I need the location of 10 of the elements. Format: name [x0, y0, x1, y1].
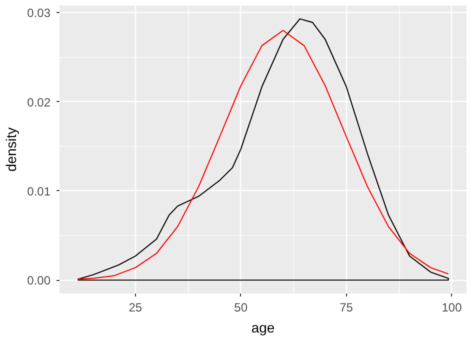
x-tick-label: 50: [234, 300, 248, 314]
y-tick-label: 0.00: [27, 274, 51, 288]
y-tick-label: 0.01: [27, 184, 51, 198]
y-axis-title: density: [3, 127, 20, 172]
x-tick-label: 25: [128, 300, 142, 314]
x-tick-label: 75: [340, 300, 354, 314]
x-tick-label: 100: [442, 300, 462, 314]
x-axis-title: age: [251, 320, 275, 336]
y-tick-label: 0.03: [27, 6, 51, 20]
y-tick-label: 0.02: [27, 95, 51, 110]
